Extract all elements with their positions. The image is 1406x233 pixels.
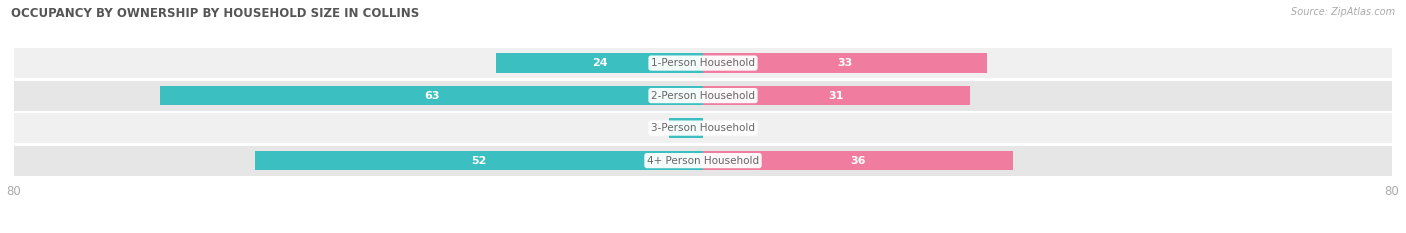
Text: 33: 33 xyxy=(838,58,852,68)
Bar xyxy=(14,146,1392,175)
Text: 4+ Person Household: 4+ Person Household xyxy=(647,156,759,166)
Text: 3-Person Household: 3-Person Household xyxy=(651,123,755,133)
Text: 52: 52 xyxy=(471,156,486,166)
Text: 36: 36 xyxy=(851,156,866,166)
Text: 1-Person Household: 1-Person Household xyxy=(651,58,755,68)
Bar xyxy=(703,86,970,105)
Bar xyxy=(669,118,703,138)
Bar xyxy=(496,53,703,73)
Text: 0: 0 xyxy=(711,123,720,133)
Text: Source: ZipAtlas.com: Source: ZipAtlas.com xyxy=(1291,7,1395,17)
Text: 4: 4 xyxy=(652,123,659,133)
Bar xyxy=(14,113,1392,143)
Bar xyxy=(14,81,1392,110)
Bar xyxy=(14,48,1392,78)
Text: 24: 24 xyxy=(592,58,607,68)
Bar xyxy=(160,86,703,105)
Text: 31: 31 xyxy=(828,91,844,101)
Bar xyxy=(703,151,1012,170)
Bar xyxy=(256,151,703,170)
Text: OCCUPANCY BY OWNERSHIP BY HOUSEHOLD SIZE IN COLLINS: OCCUPANCY BY OWNERSHIP BY HOUSEHOLD SIZE… xyxy=(11,7,419,20)
Text: 2-Person Household: 2-Person Household xyxy=(651,91,755,101)
Bar xyxy=(703,53,987,73)
Text: 63: 63 xyxy=(425,91,440,101)
